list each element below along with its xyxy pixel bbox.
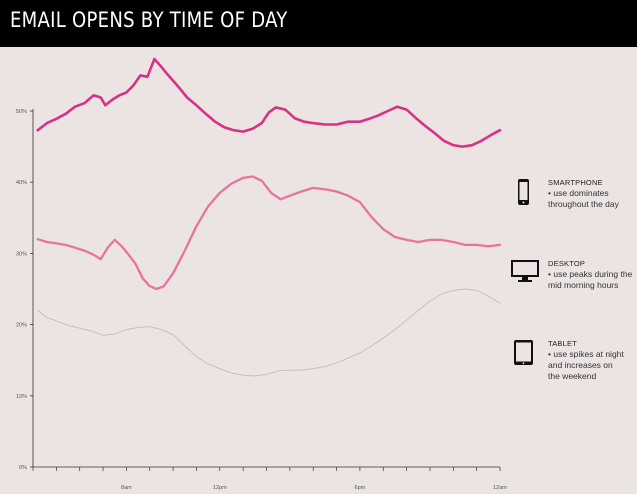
legend-name-desktop: DESKTOP [548, 259, 586, 268]
y-tick-label: 30% [16, 251, 27, 257]
chart-axes: 0% 10% 20% 30% 40% 50% 8am 12pm 6pm 12am [16, 109, 507, 491]
tablet-icon [514, 340, 533, 365]
title-bar: EMAIL OPENS BY TIME OF DAY [0, 0, 637, 47]
y-tick-label: 50% [16, 109, 27, 115]
x-tick-label: 8am [121, 485, 132, 491]
y-tick-label: 40% [16, 180, 27, 186]
legend-desc-tablet: • use spikes at night and increases on t… [548, 349, 624, 381]
legend-desc-desktop: • use peaks during the mid morning hours [548, 269, 633, 290]
legend-desc-smartphone: • use dominates throughout the day [548, 188, 619, 209]
y-tick-label: 10% [16, 394, 27, 400]
x-tick-label: 12pm [213, 485, 227, 491]
y-tick-label: 0% [19, 465, 27, 471]
legend-name-smartphone: SMARTPHONE [548, 178, 603, 187]
page-title: EMAIL OPENS BY TIME OF DAY [10, 8, 288, 32]
x-tick-label: 12am [493, 485, 507, 491]
legend-text-desktop: use peaks during the mid morning hours [548, 269, 633, 290]
x-tick-label: 6pm [355, 485, 366, 491]
series-line-tablet [37, 288, 501, 377]
legend-name-tablet: TABLET [548, 339, 577, 348]
desktop-monitor-icon [511, 260, 539, 282]
smartphone-icon [518, 179, 529, 205]
series-line-smartphone [36, 57, 502, 148]
series-lines [36, 57, 502, 377]
y-tick-label: 20% [16, 323, 27, 329]
legend-text-tablet: use spikes at night and increases on the… [548, 349, 624, 381]
legend-text-smartphone: use dominates throughout the day [548, 188, 619, 209]
series-line-desktop [36, 175, 502, 291]
